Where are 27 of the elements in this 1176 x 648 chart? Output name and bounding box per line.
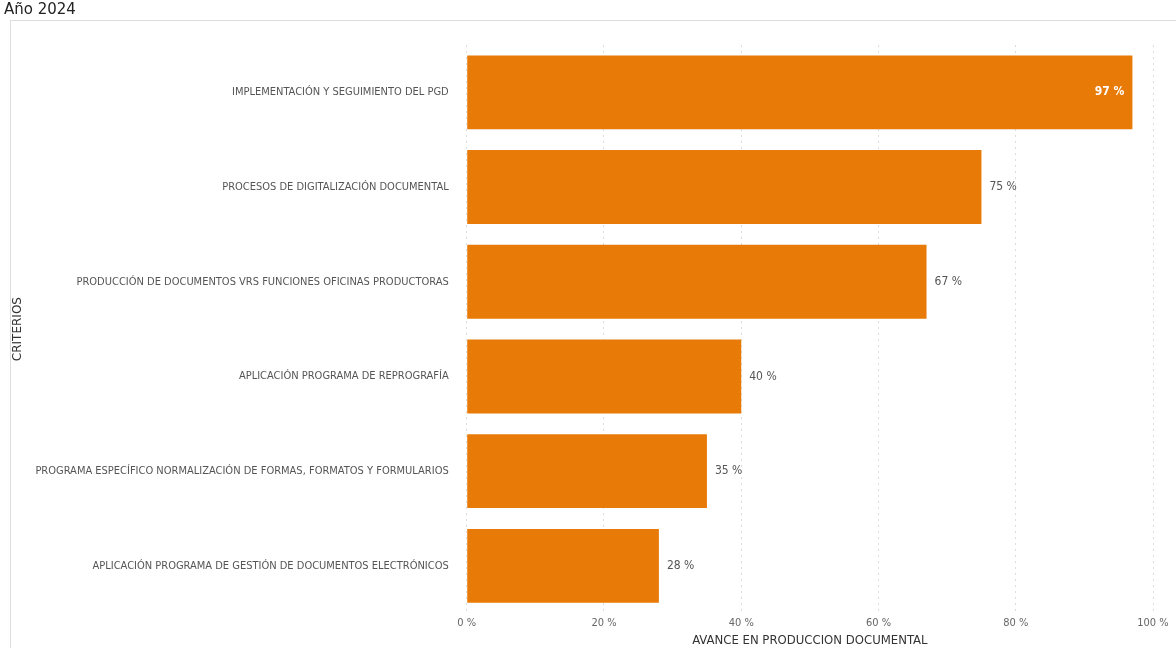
y-tick-label: PROGRAMA ESPECÍFICO NORMALIZACIÓN DE FORMAS, FORMATOS Y FORMULARIOS bbox=[35, 464, 449, 478]
y-tick-label: APLICACIÓN PROGRAMA DE REPROGRAFÍA bbox=[238, 369, 449, 383]
bar bbox=[467, 434, 707, 509]
x-tick-label: 40 % bbox=[728, 615, 754, 629]
x-axis-title: AVANCE EN PRODUCCION DOCUMENTAL bbox=[692, 631, 929, 647]
bar bbox=[467, 244, 927, 319]
x-tick-label: 80 % bbox=[1003, 615, 1029, 629]
data-label: 35 % bbox=[714, 463, 743, 478]
y-tick-label: APLICACIÓN PROGRAMA DE GESTIÓN DE DOCUMENTOS ELECTRÓNICOS bbox=[92, 558, 449, 572]
text: Año 2024 bbox=[4, 0, 76, 18]
data-label: 97 % bbox=[1094, 84, 1125, 99]
data-label: 28 % bbox=[666, 557, 695, 572]
y-axis-title: CRITERIOS bbox=[10, 297, 25, 362]
bar bbox=[467, 55, 1133, 130]
x-tick-label: 100 % bbox=[1137, 615, 1169, 629]
bar bbox=[467, 528, 659, 603]
bar bbox=[467, 339, 742, 414]
x-tick-label: 20 % bbox=[591, 615, 617, 629]
y-tick-label: IMPLEMENTACIÓN Y SEGUIMIENTO DEL PGD bbox=[232, 85, 450, 99]
x-tick-label: 60 % bbox=[865, 615, 892, 629]
y-tick-label: PRODUCCIÓN DE DOCUMENTOS VRS FUNCIONES OFICINAS PRODUCTORAS bbox=[76, 274, 449, 288]
bar bbox=[467, 150, 982, 224]
data-label: 40 % bbox=[749, 368, 777, 383]
x-tick-label: 0 % bbox=[457, 615, 477, 629]
data-label: 67 % bbox=[934, 273, 962, 288]
data-label: 75 % bbox=[989, 179, 1017, 194]
y-tick-label: PROCESOS DE DIGITALIZACIÓN DOCUMENTAL bbox=[222, 179, 450, 193]
